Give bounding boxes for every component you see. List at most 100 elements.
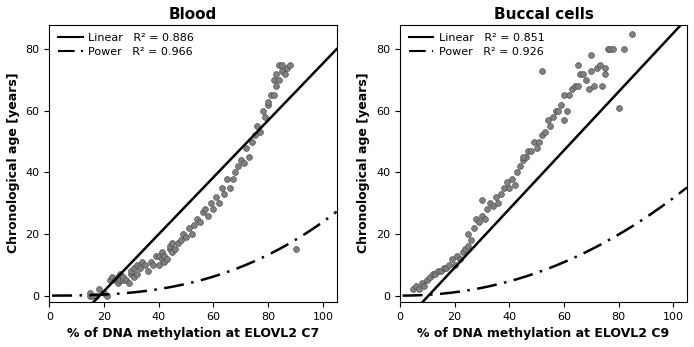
Point xyxy=(600,71,611,77)
Point xyxy=(271,83,282,89)
Point xyxy=(279,71,290,77)
Point xyxy=(90,293,101,298)
Point xyxy=(107,274,118,280)
Point xyxy=(221,176,232,181)
Point xyxy=(455,256,466,261)
Point xyxy=(273,77,285,83)
Point xyxy=(200,206,211,212)
Point xyxy=(572,83,583,89)
Point xyxy=(213,201,224,206)
Point xyxy=(452,253,463,258)
Point xyxy=(145,259,156,264)
Point xyxy=(192,216,203,221)
Point xyxy=(282,65,293,70)
Point xyxy=(424,274,435,280)
Point xyxy=(139,262,151,268)
Point xyxy=(85,293,96,298)
Point xyxy=(559,117,570,123)
Point xyxy=(216,185,227,191)
Point xyxy=(463,231,474,237)
Point xyxy=(422,278,433,283)
Point xyxy=(262,102,273,107)
Point xyxy=(194,219,205,225)
Point xyxy=(416,280,428,286)
Point xyxy=(427,271,438,277)
Point xyxy=(120,278,131,283)
Point xyxy=(276,62,287,67)
Point xyxy=(419,283,430,289)
Point xyxy=(414,287,425,292)
Point xyxy=(523,148,534,154)
Point xyxy=(241,145,252,151)
Point xyxy=(224,185,235,191)
Point xyxy=(257,108,269,113)
Point xyxy=(542,117,553,123)
Title: Buccal cells: Buccal cells xyxy=(493,7,593,22)
Point xyxy=(484,201,496,206)
Point xyxy=(577,71,589,77)
Point xyxy=(110,278,121,283)
Point xyxy=(164,244,176,249)
Point xyxy=(175,237,186,243)
Point xyxy=(167,250,178,255)
Point xyxy=(85,290,96,295)
Point xyxy=(123,280,134,286)
X-axis label: % of DNA methylation at ELOVL2 C9: % of DNA methylation at ELOVL2 C9 xyxy=(417,327,670,340)
Point xyxy=(476,197,487,203)
Point xyxy=(536,133,548,138)
Point xyxy=(131,271,142,277)
Point xyxy=(583,86,594,92)
Point xyxy=(260,114,271,120)
Point xyxy=(268,77,279,83)
Point xyxy=(276,68,287,74)
Point xyxy=(509,182,520,187)
Point xyxy=(493,201,504,206)
Point xyxy=(268,93,279,98)
Point xyxy=(112,280,124,286)
Point xyxy=(104,278,115,283)
Point xyxy=(476,213,487,218)
Point xyxy=(566,86,577,92)
Point xyxy=(205,201,217,206)
Point xyxy=(556,102,567,107)
Point xyxy=(504,185,515,191)
Point xyxy=(115,271,126,277)
Point xyxy=(126,268,137,274)
Point xyxy=(178,231,189,237)
Point xyxy=(159,259,170,264)
Point xyxy=(167,240,178,246)
Point xyxy=(128,274,139,280)
Point xyxy=(528,139,539,144)
Point xyxy=(589,83,600,89)
Point xyxy=(169,247,180,252)
Title: Blood: Blood xyxy=(169,7,217,22)
Point xyxy=(430,271,441,277)
Point xyxy=(515,163,526,169)
Point xyxy=(101,293,112,298)
Point xyxy=(545,124,556,129)
Point xyxy=(466,237,477,243)
Point xyxy=(156,250,167,255)
Point xyxy=(490,194,501,200)
Point xyxy=(460,247,471,252)
Point xyxy=(553,108,564,113)
Legend: Linear   R² = 0.851, Power   R² = 0.926: Linear R² = 0.851, Power R² = 0.926 xyxy=(405,30,548,60)
Point xyxy=(93,287,104,292)
Point xyxy=(246,139,257,144)
Point xyxy=(285,62,296,67)
Legend: Linear   R² = 0.886, Power   R² = 0.966: Linear R² = 0.886, Power R² = 0.966 xyxy=(55,30,198,60)
Point xyxy=(244,154,255,160)
Point xyxy=(438,265,449,271)
Point xyxy=(605,46,616,52)
Point xyxy=(265,93,276,98)
Point xyxy=(230,170,241,175)
Point xyxy=(473,219,484,225)
Point xyxy=(408,287,419,292)
Point xyxy=(156,256,167,261)
Point xyxy=(471,216,482,221)
Point xyxy=(457,250,468,255)
X-axis label: % of DNA methylation at ELOVL2 C7: % of DNA methylation at ELOVL2 C7 xyxy=(67,327,319,340)
Point xyxy=(602,46,613,52)
Point xyxy=(482,206,493,212)
Point xyxy=(112,274,124,280)
